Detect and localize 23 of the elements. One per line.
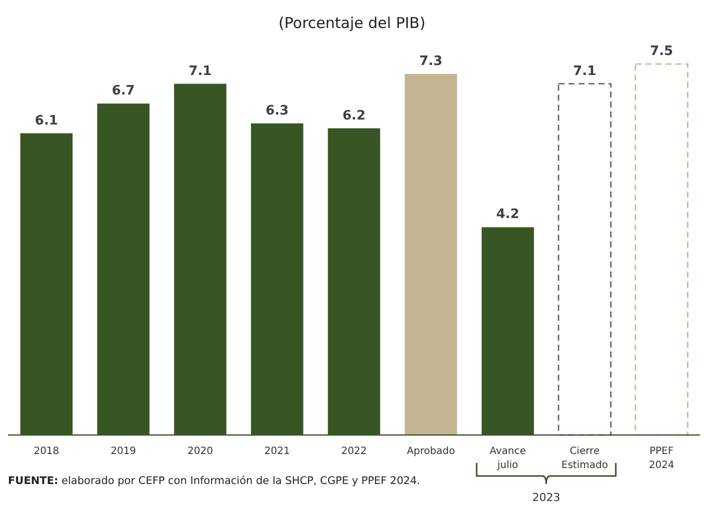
data-label: 7.1 xyxy=(573,64,596,79)
source-note: FUENTE: elaborado por CEFP con Información de la SHCP, CGPE y PPEF 2024. xyxy=(8,475,420,487)
data-label: 7.1 xyxy=(188,64,212,79)
data-label: 7.5 xyxy=(650,44,674,59)
x-tick-label: 2019 xyxy=(110,446,136,457)
x-tick-label: 2020 xyxy=(187,446,213,457)
x-tick-label: Aprobado xyxy=(406,446,455,457)
data-label: 6.1 xyxy=(34,113,58,128)
x-tick-label: Avance julio xyxy=(490,446,526,471)
data-label: 6.2 xyxy=(342,108,366,124)
x-tick-label: Cierre Estimado xyxy=(561,446,608,471)
data-label: 6.7 xyxy=(112,84,135,99)
x-tick-label: PPEF 2024 xyxy=(648,446,674,471)
bar xyxy=(634,63,688,436)
x-tick-label: 2021 xyxy=(264,446,290,457)
data-label: 4.2 xyxy=(496,207,520,222)
text: 2023 xyxy=(532,491,560,504)
chart-title: (Porcentaje del PIB) xyxy=(278,14,426,32)
x-tick-label: 2018 xyxy=(34,446,60,457)
data-label: 6.3 xyxy=(266,103,289,118)
x-tick-label: 2022 xyxy=(341,446,367,457)
bar xyxy=(558,83,612,436)
data-label: 7.3 xyxy=(419,54,442,69)
